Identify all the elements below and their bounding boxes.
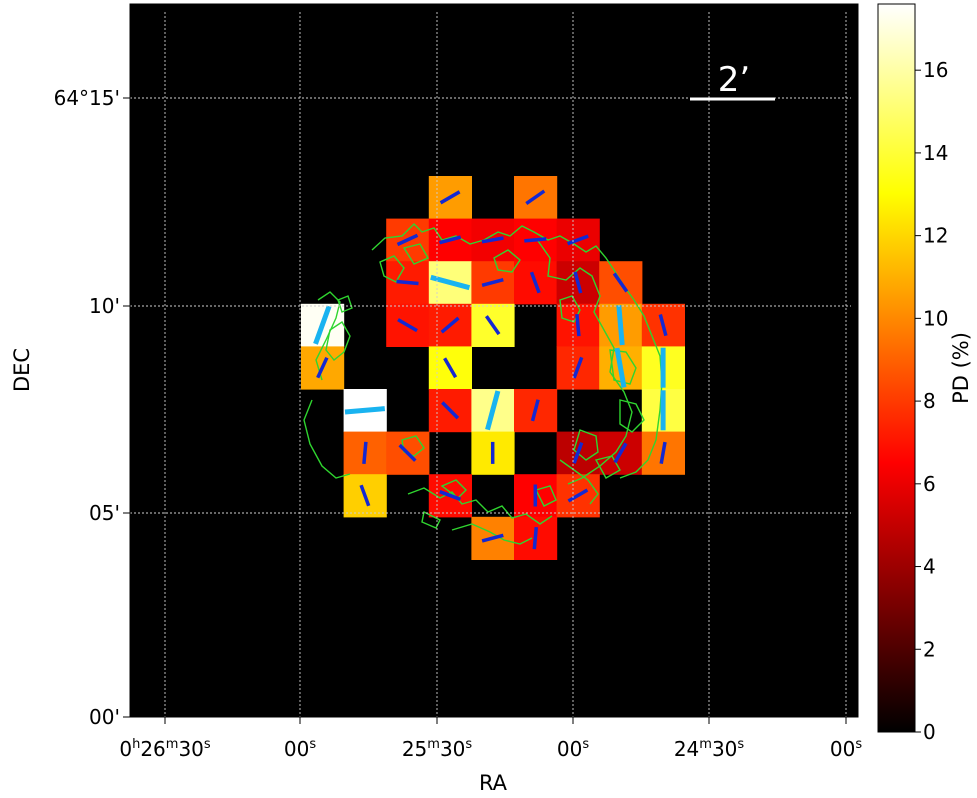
polarization-vector — [439, 235, 462, 245]
polarization-vector — [481, 533, 504, 543]
y-tick-label-15: 64°15' — [54, 86, 120, 110]
polarization-vector — [441, 401, 460, 420]
polarization-vector — [566, 234, 589, 246]
colorbar-tick-label: 4 — [923, 555, 936, 579]
colorbar-ticks: 0 2 4 6 8 10 12 14 16 — [915, 58, 948, 744]
y-tick-label-00: 00' — [89, 705, 120, 729]
colorbar-tick-label: 8 — [923, 389, 936, 413]
polarization-vector — [572, 441, 584, 464]
polarization-vector — [439, 490, 462, 501]
colorbar-tick-label: 12 — [923, 224, 948, 248]
colorbar-tick-label: 16 — [923, 58, 948, 82]
polarization-vector — [397, 318, 418, 333]
x-tick-label-24m30s: 24m30s — [674, 737, 745, 761]
polarization-vector-significant — [430, 274, 471, 291]
polarization-vector — [439, 190, 461, 205]
polarization-vectors — [313, 189, 668, 550]
polarization-vector — [572, 356, 584, 379]
colorbar-label: PD (%) — [949, 332, 973, 404]
polarization-vector-significant — [614, 347, 627, 388]
polarization-vector-significant — [485, 390, 501, 431]
polarization-vector — [443, 357, 458, 379]
polarization-vector — [658, 314, 668, 337]
polarization-vector-significant — [313, 305, 332, 345]
colorbar-tick-label: 2 — [923, 637, 936, 661]
polarization-vector — [481, 278, 504, 287]
colorbar-tick-label: 6 — [923, 472, 936, 496]
polarization-vector — [613, 442, 628, 464]
polarization-vector — [532, 526, 539, 550]
map-frame — [129, 3, 859, 718]
polarization-vector — [484, 315, 501, 336]
polarization-vector — [481, 236, 504, 244]
polarization-vector — [612, 272, 629, 293]
y-tick-label-10: 10' — [89, 294, 120, 318]
polarization-vector — [567, 488, 589, 503]
x-tick-label-00s-c: 00s — [830, 737, 862, 761]
polarization-vector — [659, 441, 667, 465]
polarization-vector-significant — [344, 406, 386, 415]
polarization-vector — [530, 399, 540, 422]
polarization-vector-significant — [616, 304, 625, 346]
colorbar-tick-label: 14 — [923, 141, 948, 165]
colorbar-tick-label: 10 — [923, 306, 948, 330]
map-background — [130, 4, 858, 717]
polarization-vector — [362, 441, 368, 465]
colorbar — [877, 3, 916, 733]
pd-pixel-layer — [301, 176, 685, 560]
polarization-vector — [440, 316, 460, 334]
polarization-vector — [573, 271, 583, 294]
x-tick-label-00s: 00s — [284, 737, 316, 761]
x-tick-label-25m30s: 25m30s — [402, 737, 473, 761]
x-tick-label-0h26m30s: 0h26m30s — [119, 737, 211, 761]
polarization-vector — [396, 233, 419, 247]
y-tick-label-05: 05' — [89, 501, 120, 525]
polarization-vector — [575, 313, 581, 337]
y-tick-marks — [123, 97, 858, 718]
polarization-vector — [524, 237, 547, 243]
y-axis-label: DEC — [10, 348, 34, 392]
x-tick-label-00s-b: 00s — [557, 737, 589, 761]
scale-bar-label: 2’ — [718, 60, 750, 100]
polarization-vector — [396, 279, 419, 286]
polarization-vector — [525, 189, 546, 206]
polarization-vector — [398, 443, 417, 462]
polarization-vector — [316, 356, 329, 379]
colorbar-tick-label: 0 — [923, 720, 936, 744]
polarization-vector — [359, 484, 371, 507]
x-tick-marks — [164, 4, 847, 724]
coordinate-grid — [130, 4, 858, 718]
polarization-vector — [529, 271, 541, 294]
x-axis-label: RA — [479, 771, 508, 795]
